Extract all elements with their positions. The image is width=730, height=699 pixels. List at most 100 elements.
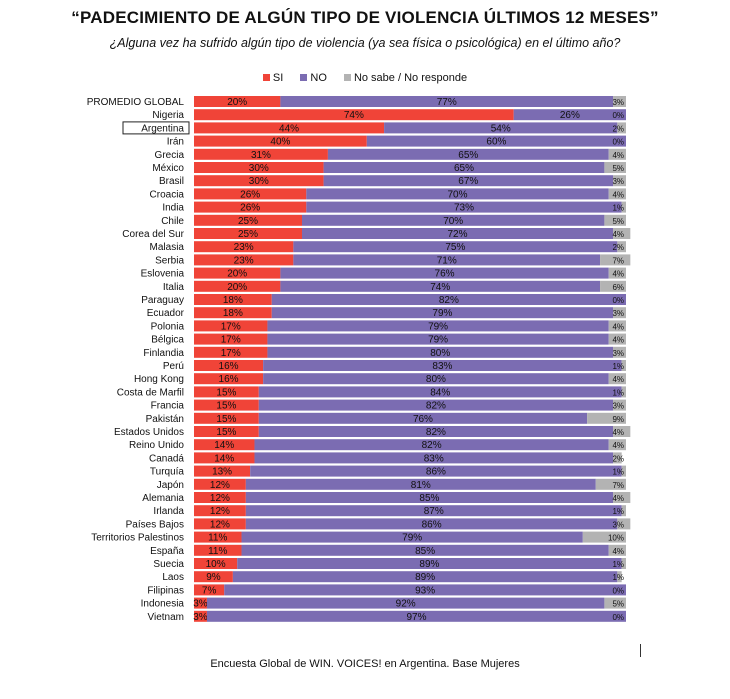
data-label: 12%: [210, 506, 230, 517]
bar-segment: [194, 399, 259, 411]
data-label: 1%: [612, 468, 624, 477]
data-label: 75%: [445, 242, 465, 253]
bar-segment: [617, 518, 631, 530]
data-label: 83%: [424, 453, 444, 464]
bar-segment: [194, 188, 307, 200]
bar-segment: [194, 135, 367, 147]
bar-segment: [194, 373, 264, 385]
bar-segment: [194, 465, 251, 477]
data-label: 9%: [612, 415, 624, 424]
bar-segment: [245, 518, 618, 530]
data-label: 16%: [219, 374, 239, 385]
category-label: Ecuador: [147, 308, 185, 319]
category-label: Malasia: [150, 242, 185, 253]
category-label: Paraguay: [141, 295, 184, 306]
category-label: Finlandia: [143, 348, 184, 359]
bar-segment: [600, 254, 631, 266]
data-label: 65%: [454, 163, 474, 174]
bar-segment: [306, 201, 622, 213]
bar-segment: [271, 294, 626, 305]
category-label: Vietnam: [147, 612, 184, 623]
data-label: 17%: [221, 335, 241, 346]
bar-segment: [263, 360, 622, 371]
data-label: 0%: [612, 296, 624, 305]
data-label: 17%: [221, 321, 241, 332]
bar-segment: [194, 228, 302, 239]
category-label: Croacia: [150, 189, 185, 200]
bar-segment: [621, 386, 626, 398]
data-label: 7%: [612, 256, 624, 265]
legend-swatch-no: [300, 74, 308, 81]
data-label: 67%: [458, 176, 478, 187]
data-label: 85%: [419, 493, 439, 504]
bar-segment: [194, 531, 242, 543]
data-label: 73%: [454, 203, 474, 214]
bar-segment: [617, 571, 622, 583]
bar-segment: [323, 162, 605, 173]
category-label: Costa de Marfil: [117, 387, 184, 398]
data-label: 7%: [202, 585, 217, 596]
data-label: 86%: [426, 467, 446, 478]
bar-segment: [194, 558, 238, 569]
data-label: 92%: [396, 599, 416, 610]
data-label: 4%: [612, 375, 624, 384]
category-label: Perú: [163, 361, 184, 372]
data-label: 44%: [279, 123, 299, 134]
data-label: 15%: [216, 414, 236, 425]
category-label: Brasil: [159, 176, 184, 187]
bar-segment: [206, 597, 605, 609]
data-label: 10%: [206, 559, 226, 570]
data-label: 0%: [612, 138, 624, 147]
data-label: 12%: [210, 480, 230, 491]
legend-item-si: SI: [262, 72, 283, 84]
category-label: Estados Unidos: [114, 427, 184, 438]
data-label: 20%: [227, 97, 247, 108]
bar-segment: [194, 109, 514, 121]
data-label: 3%: [612, 98, 624, 107]
category-label: Pakistán: [146, 414, 184, 425]
bar-segment: [613, 399, 626, 411]
category-label: Polonia: [151, 321, 185, 332]
category-label: Alemania: [142, 493, 184, 504]
bar-segment: [194, 320, 268, 332]
bar-segment: [258, 386, 622, 398]
data-label: 84%: [430, 387, 450, 398]
bar-segment: [258, 399, 614, 411]
bar-segment: [621, 558, 626, 569]
chart-subtitle: ¿Alguna vez ha sufrido algún tipo de vio…: [109, 36, 621, 50]
category-label: Reino Unido: [129, 440, 184, 451]
bar-segment: [245, 478, 596, 490]
data-label: 5%: [612, 600, 624, 609]
data-label: 25%: [238, 216, 258, 227]
bar-segment: [206, 610, 626, 622]
data-label: 4%: [612, 230, 624, 239]
bar-segment: [267, 346, 614, 358]
bar-segment: [194, 439, 255, 451]
legend-swatch-si: [262, 74, 270, 81]
data-label: 6%: [612, 283, 624, 292]
category-label: Eslovenia: [141, 269, 185, 280]
bar-segment: [237, 558, 622, 569]
bar-segment: [302, 214, 605, 226]
bar-segment: [271, 307, 614, 319]
bar-segment: [194, 333, 268, 345]
data-label: 0%: [612, 586, 624, 595]
data-label: 4%: [612, 428, 624, 437]
data-label: 12%: [210, 493, 230, 504]
data-label: 83%: [432, 361, 452, 372]
data-label: 3%: [612, 309, 624, 318]
bar-segment: [608, 333, 626, 345]
data-label: 82%: [422, 440, 442, 451]
bar-segment: [194, 96, 281, 107]
bar-segment: [194, 162, 324, 173]
bar-segment: [245, 492, 614, 503]
data-label: 5%: [612, 164, 624, 173]
data-label: 15%: [216, 401, 236, 412]
data-label: 7%: [612, 481, 624, 490]
data-label: 16%: [219, 361, 239, 372]
category-label: Francia: [151, 401, 185, 412]
data-label: 18%: [223, 308, 243, 319]
category-label: Irán: [167, 137, 184, 148]
legend-item-ns: No sabe / No responde: [343, 72, 467, 84]
bar-segment: [258, 412, 588, 424]
